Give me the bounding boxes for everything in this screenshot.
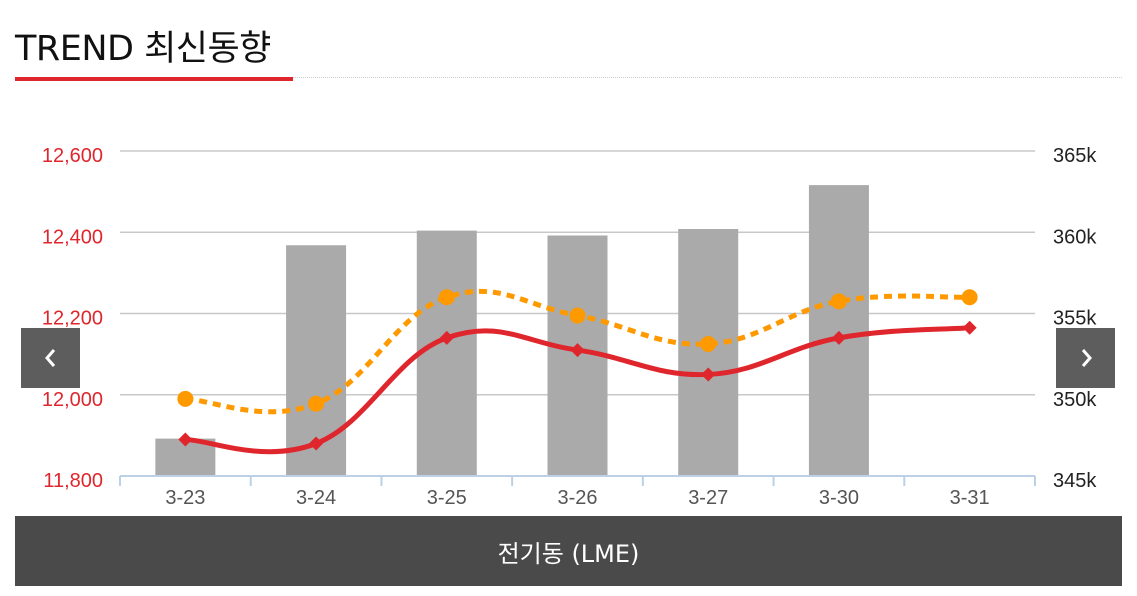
x-tick-label: 3-26	[557, 487, 597, 509]
diamond-marker	[701, 367, 716, 382]
trend-chart: 12,600 365k 12,400 360k 12,200 355k 12,000 350k…	[42, 145, 1098, 509]
bar	[808, 185, 869, 476]
circle-marker	[308, 395, 325, 412]
prev-button[interactable]	[21, 328, 80, 388]
left-tick-label: 12,400	[42, 226, 103, 248]
line-series	[177, 288, 978, 455]
diamond-marker	[962, 320, 977, 335]
title-divider	[293, 77, 1122, 78]
title-underline	[15, 77, 293, 81]
circle-marker	[830, 293, 847, 310]
circle-marker	[961, 289, 978, 306]
circle-marker	[700, 335, 717, 352]
axes: 12,600 365k 12,400 360k 12,200 355k 12,000 350k…	[42, 145, 1098, 509]
circle-marker	[177, 390, 194, 407]
bar	[416, 230, 477, 476]
page-title: TREND 최신동향	[15, 29, 271, 69]
chevron-left-icon	[44, 349, 55, 367]
x-tick-label: 3-23	[165, 487, 205, 509]
diamond-marker	[439, 330, 454, 345]
diamond-marker	[178, 432, 193, 447]
x-tick-label: 3-31	[950, 487, 990, 509]
right-tick-label: 345k	[1053, 470, 1097, 492]
circle-marker	[569, 307, 586, 324]
x-tick-label: 3-30	[819, 487, 859, 509]
right-tick-label: 355k	[1053, 308, 1097, 330]
next-button[interactable]	[1056, 328, 1115, 388]
metal-label-bar: 전기동 (LME)	[15, 516, 1122, 586]
left-tick-label: 12,000	[42, 389, 103, 411]
diamond-marker	[831, 330, 846, 345]
right-tick-label: 350k	[1053, 389, 1097, 411]
diamond-marker	[570, 343, 585, 358]
right-tick-label: 360k	[1053, 226, 1097, 248]
metal-label: 전기동 (LME)	[497, 539, 640, 568]
x-tick-label: 3-24	[296, 487, 336, 509]
bar-series	[155, 185, 869, 476]
left-tick-label: 12,600	[42, 145, 103, 167]
left-tick-label: 12,200	[42, 308, 103, 330]
chevron-right-icon	[1081, 349, 1092, 367]
bar	[678, 229, 739, 476]
right-tick-label: 365k	[1053, 145, 1097, 167]
diamond-marker	[309, 436, 324, 451]
x-tick-label: 3-25	[427, 487, 467, 509]
left-tick-label: 11,800	[43, 470, 103, 492]
circle-marker	[438, 289, 455, 306]
x-tick-label: 3-27	[688, 487, 728, 509]
